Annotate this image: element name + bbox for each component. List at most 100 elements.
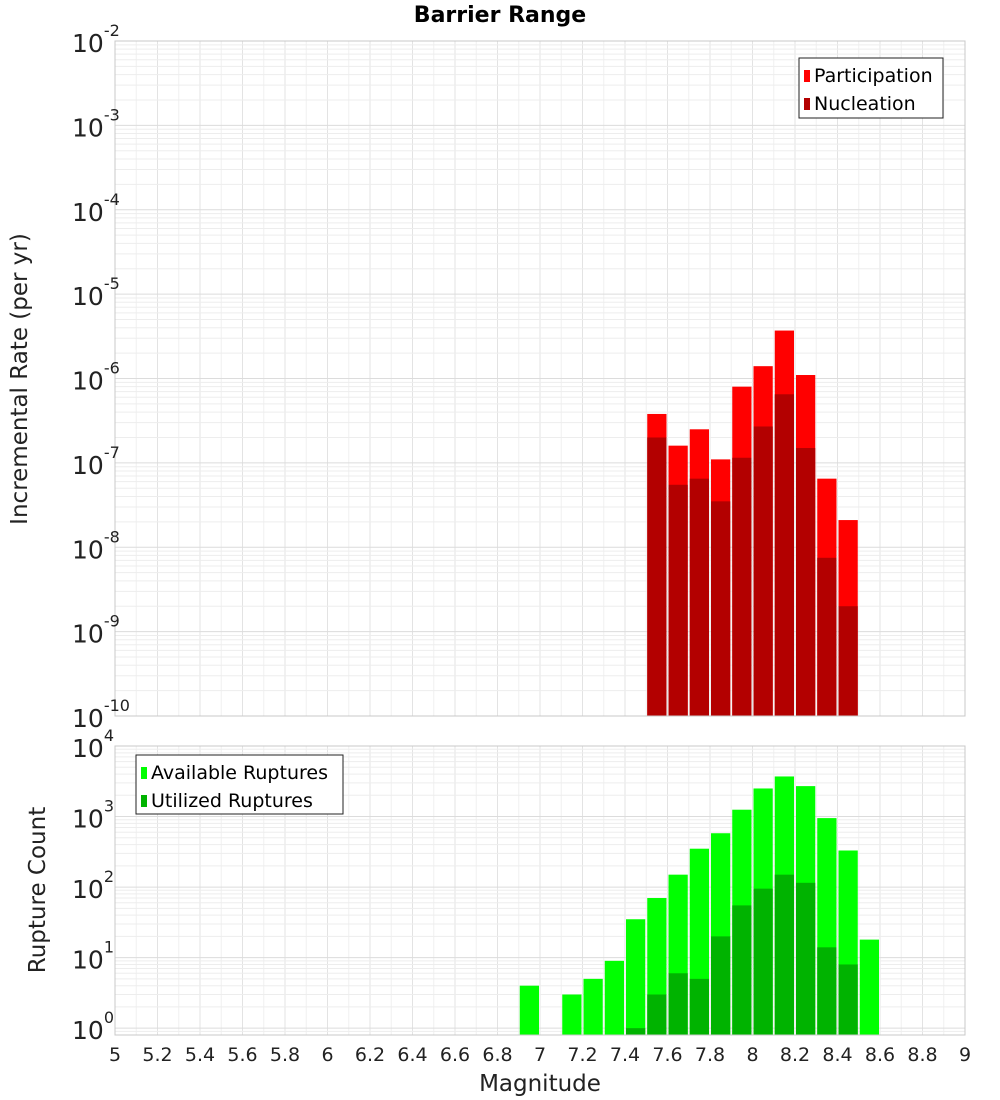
y-tick-label: 101 (72, 938, 114, 975)
utilized-ruptures-bar (817, 947, 837, 1035)
x-tick-label: 8 (746, 1044, 758, 1066)
x-tick-label: 6.4 (397, 1044, 427, 1066)
available-ruptures-bar (562, 994, 582, 1035)
nucleation-bar (647, 437, 667, 716)
y-tick-base: 10 (72, 704, 104, 733)
x-tick-label: 7.6 (652, 1044, 682, 1066)
x-tick-label: 7.2 (567, 1044, 597, 1066)
y-tick-base: 10 (72, 367, 104, 396)
x-tick-label: 8.6 (865, 1044, 895, 1066)
available-ruptures-bar (626, 919, 646, 1035)
y-tick-base: 10 (72, 946, 104, 975)
x-tick-label: 7 (534, 1044, 546, 1066)
utilized-ruptures-bar (753, 888, 773, 1035)
y-tick-exponent: 1 (104, 938, 114, 957)
x-tick-label: 6.8 (482, 1044, 512, 1066)
legend-label: Utilized Ruptures (151, 790, 313, 812)
utilized-ruptures-bar (796, 882, 816, 1035)
y-tick-exponent: -6 (104, 359, 120, 378)
utilized-ruptures-bar (838, 964, 858, 1035)
available-ruptures-bar (859, 939, 879, 1035)
plot-frame (114, 40, 966, 717)
y-tick-base: 10 (72, 805, 104, 834)
y-tick-exponent: 4 (104, 726, 114, 745)
x-tick-label: 6.6 (440, 1044, 470, 1066)
utilized-ruptures-bar (732, 905, 752, 1035)
top-y-axis-label: Incremental Rate (per yr) (7, 233, 33, 525)
y-tick-exponent: -7 (104, 443, 120, 462)
y-tick-exponent: -4 (104, 190, 120, 209)
legend-swatch (804, 98, 810, 110)
nucleation-bar (689, 478, 709, 716)
y-tick-base: 10 (72, 29, 104, 58)
nucleation-bar (796, 448, 816, 716)
top-plot-area: 10-1010-910-810-710-610-510-410-310-2Par… (72, 21, 966, 733)
x-tick-label: 8.2 (780, 1044, 810, 1066)
nucleation-bar (838, 606, 858, 716)
legend-swatch (804, 70, 810, 82)
y-tick-label: 104 (72, 726, 114, 763)
y-tick-label: 10-10 (72, 696, 130, 733)
x-tick-label: 5.2 (142, 1044, 172, 1066)
y-tick-base: 10 (72, 282, 104, 311)
y-tick-base: 10 (72, 734, 104, 763)
y-tick-exponent: 2 (104, 867, 114, 886)
utilized-ruptures-bar (689, 978, 709, 1035)
legend-swatch (141, 795, 147, 807)
y-tick-exponent: -8 (104, 527, 120, 546)
bottom-y-axis-label: Rupture Count (25, 807, 51, 973)
x-tick-label: 6 (321, 1044, 333, 1066)
y-tick-base: 10 (72, 451, 104, 480)
x-tick-label: 5.6 (227, 1044, 257, 1066)
available-ruptures-bar (583, 978, 603, 1035)
y-tick-label: 10-7 (72, 443, 120, 480)
utilized-ruptures-bar (626, 1028, 646, 1035)
x-tick-label: 5 (109, 1044, 121, 1066)
y-tick-exponent: -9 (104, 612, 120, 631)
utilized-ruptures-bar (774, 874, 794, 1035)
nucleation-bar (732, 457, 752, 716)
x-tick-label: 9 (959, 1044, 971, 1066)
y-tick-base: 10 (72, 113, 104, 142)
x-tick-label: 5.4 (185, 1044, 215, 1066)
y-tick-base: 10 (72, 620, 104, 649)
y-tick-exponent: -5 (104, 274, 120, 293)
x-tick-label: 7.8 (695, 1044, 725, 1066)
y-tick-label: 100 (72, 1008, 114, 1045)
legend-box (798, 57, 944, 119)
nucleation-bar (753, 426, 773, 716)
y-tick-exponent: -2 (104, 21, 120, 40)
utilized-ruptures-bar (668, 973, 688, 1035)
y-tick-label: 10-3 (72, 105, 120, 142)
nucleation-bar (711, 501, 731, 716)
y-tick-base: 10 (72, 875, 104, 904)
y-tick-exponent: 3 (104, 797, 114, 816)
x-tick-label: 8.4 (822, 1044, 852, 1066)
available-ruptures-bar (519, 985, 539, 1035)
y-tick-label: 10-9 (72, 612, 120, 649)
legend: Available Ruptures Utilized Ruptures (135, 754, 344, 815)
nucleation-bar (817, 557, 837, 716)
x-axis-label: Magnitude (479, 1071, 601, 1097)
legend: Participation Nucleation (798, 57, 944, 119)
y-tick-label: 10-2 (72, 21, 120, 58)
nucleation-bar (668, 484, 688, 716)
x-tick-label: 8.8 (907, 1044, 937, 1066)
x-tick-label: 7.4 (610, 1044, 640, 1066)
y-tick-label: 102 (72, 867, 114, 904)
y-tick-base: 10 (72, 535, 104, 564)
y-tick-label: 10-4 (72, 190, 120, 227)
utilized-ruptures-bar (711, 936, 731, 1035)
y-tick-exponent: -3 (104, 105, 120, 124)
legend-label: Available Ruptures (151, 762, 328, 784)
y-tick-exponent: 0 (104, 1008, 114, 1027)
y-tick-label: 103 (72, 797, 114, 834)
y-tick-base: 10 (72, 198, 104, 227)
nucleation-bar (774, 394, 794, 716)
y-tick-label: 10-6 (72, 359, 120, 396)
chart-title: Barrier Range (414, 3, 586, 28)
y-tick-base: 10 (72, 1016, 104, 1045)
utilized-ruptures-bar (647, 994, 667, 1035)
